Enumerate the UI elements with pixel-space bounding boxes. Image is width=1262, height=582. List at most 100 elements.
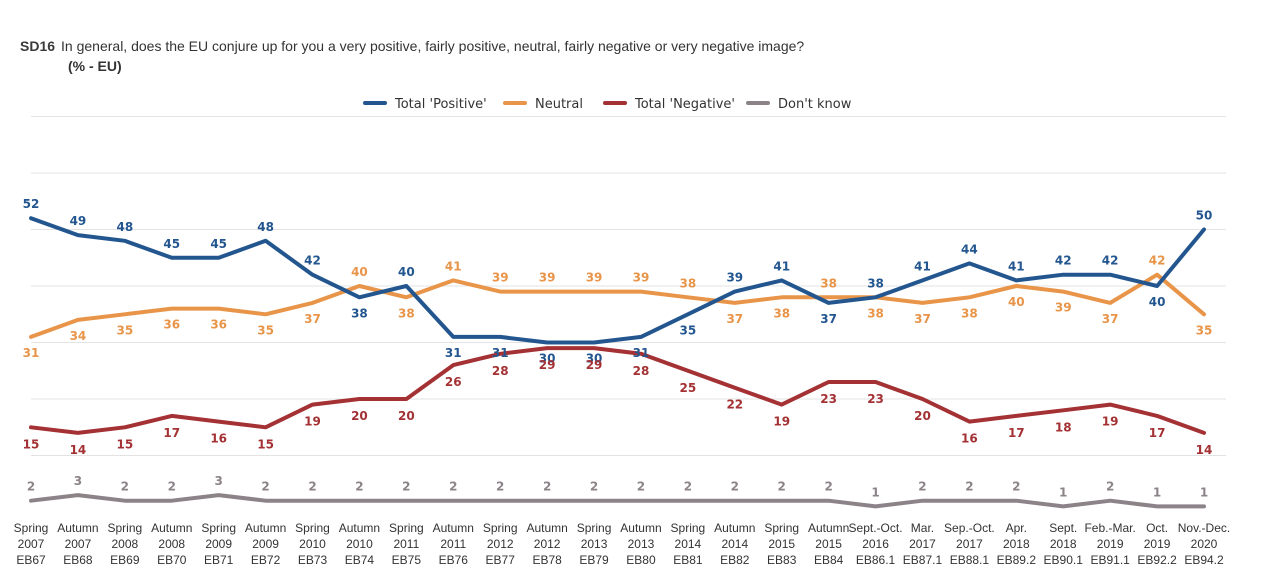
data-label: 16: [210, 432, 227, 446]
x-tick-label: 2013: [628, 537, 655, 551]
x-tick-label: Mar.: [911, 521, 934, 535]
data-label: 20: [398, 409, 415, 423]
x-tick-label: Spring: [577, 521, 612, 535]
data-label: 40: [1149, 295, 1166, 309]
data-label: 2: [965, 480, 973, 494]
x-tick-label: 2007: [65, 537, 92, 551]
legend-label: Total 'Positive': [394, 97, 487, 112]
data-label: 2: [261, 480, 269, 494]
data-label: 2: [778, 480, 786, 494]
x-tick-label: Autumn: [339, 521, 380, 535]
data-label: 29: [586, 358, 603, 372]
legend: Total 'Positive' Neutral Total 'Negative' D…: [363, 97, 852, 112]
x-tick-label: Apr.: [1006, 521, 1027, 535]
x-tick-label: Autumn: [714, 521, 755, 535]
x-tick-label: EB73: [298, 553, 328, 567]
data-label: 41: [773, 259, 790, 273]
data-label: 2: [543, 480, 551, 494]
x-tick-label: Nov.-Dec.: [1178, 521, 1230, 535]
x-axis-ticks: Spring 2007 EB67 Autumn 2007 EB68 Spring 2008 EB…: [14, 521, 1231, 567]
x-tick-label: 2010: [346, 537, 373, 551]
x-tick-label: Spring: [14, 521, 49, 535]
data-label: 2: [121, 480, 129, 494]
data-label: 38: [867, 306, 884, 320]
series-line: [29, 216, 1206, 345]
x-tick-label: Oct.: [1146, 521, 1168, 535]
data-label: 39: [586, 271, 603, 285]
question-text: In general, does the EU conjure up for y…: [61, 38, 805, 54]
data-label: 1: [871, 485, 879, 499]
data-label: 2: [27, 480, 35, 494]
data-label: 42: [304, 254, 321, 268]
x-tick-label: 2012: [487, 537, 514, 551]
data-label: 40: [398, 265, 415, 279]
data-label: 35: [680, 323, 697, 337]
data-label: 23: [820, 392, 837, 406]
x-tick-label: EB74: [345, 553, 375, 567]
x-tick-label: EB87.1: [903, 553, 943, 567]
question-code: SD16: [20, 38, 56, 54]
data-label: 37: [1102, 312, 1119, 326]
legend-label: Don't know: [778, 97, 852, 112]
data-label: 39: [492, 271, 509, 285]
x-tick-label: 2013: [581, 537, 608, 551]
data-label: 2: [590, 480, 598, 494]
data-label: 49: [70, 214, 87, 228]
data-label: 39: [633, 271, 650, 285]
data-label: 2: [168, 480, 176, 494]
x-tick-label: 2011: [440, 537, 466, 551]
x-tick-label: 2014: [675, 537, 702, 551]
series-lines: [29, 216, 1206, 509]
data-label: 15: [23, 437, 40, 451]
data-label: 2: [308, 480, 316, 494]
data-label: 38: [867, 276, 884, 290]
data-label: 35: [1196, 323, 1213, 337]
data-label: 2: [684, 480, 692, 494]
data-label: 23: [867, 392, 884, 406]
x-tick-label: EB94.2: [1184, 553, 1224, 567]
data-label: 26: [445, 375, 462, 389]
data-label: 41: [914, 259, 931, 273]
x-tick-label: 2008: [158, 537, 185, 551]
data-label: 16: [961, 432, 978, 446]
x-tick-label: 2018: [1050, 537, 1077, 551]
data-label: 48: [116, 220, 133, 234]
data-label: 15: [116, 437, 133, 451]
x-tick-label: Spring: [389, 521, 424, 535]
data-label: 20: [351, 409, 368, 423]
chart-title-block: SD16 In general, does the EU conjure up f…: [20, 38, 1240, 74]
x-tick-label: 2010: [299, 537, 326, 551]
data-label: 31: [492, 346, 509, 360]
x-tick-label: 2007: [18, 537, 45, 551]
data-label: 37: [820, 312, 837, 326]
data-label: 17: [1008, 426, 1025, 440]
x-tick-label: EB91.1: [1090, 553, 1130, 567]
data-label: 41: [445, 259, 462, 273]
x-tick-label: Autumn: [526, 521, 567, 535]
x-tick-label: EB83: [767, 553, 797, 567]
x-tick-label: EB79: [579, 553, 609, 567]
data-label: 28: [492, 364, 509, 378]
x-tick-label: EB76: [439, 553, 469, 567]
x-tick-label: 2020: [1191, 537, 1218, 551]
data-label: 15: [257, 437, 274, 451]
x-tick-label: 2019: [1097, 537, 1124, 551]
x-tick-label: Autumn: [57, 521, 98, 535]
x-tick-label: EB71: [204, 553, 234, 567]
data-label: 45: [210, 237, 227, 251]
data-label: 2: [402, 480, 410, 494]
data-label: 44: [961, 242, 978, 256]
x-tick-label: Autumn: [433, 521, 474, 535]
data-label: 38: [961, 306, 978, 320]
data-label: 38: [773, 306, 790, 320]
x-tick-label: 2008: [111, 537, 138, 551]
x-tick-label: EB78: [532, 553, 562, 567]
x-tick-label: 2014: [721, 537, 748, 551]
data-label: 19: [1102, 415, 1119, 429]
x-tick-label: Spring: [483, 521, 518, 535]
data-label: 14: [1196, 443, 1213, 457]
data-label: 1: [1153, 485, 1161, 499]
x-tick-label: 2016: [862, 537, 889, 551]
